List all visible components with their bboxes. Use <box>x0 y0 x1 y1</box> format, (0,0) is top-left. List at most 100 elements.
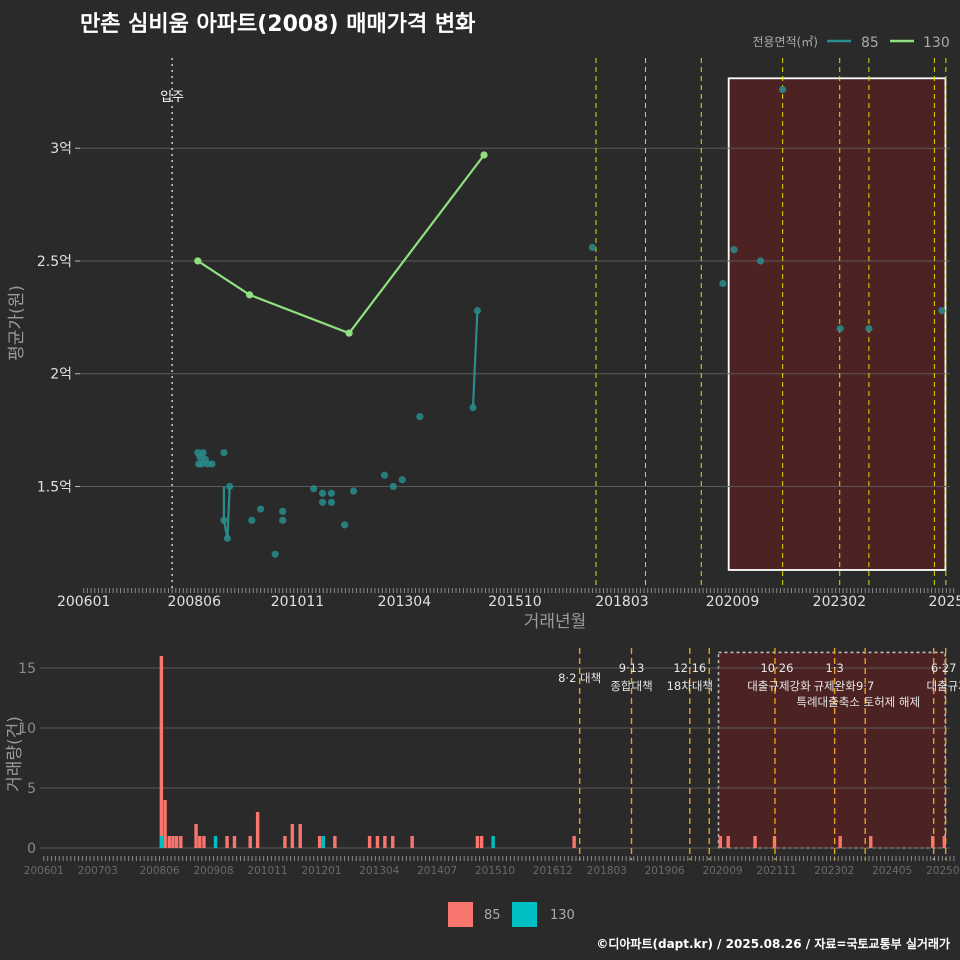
volume-bar-85 <box>202 836 206 848</box>
series-85-segment <box>226 486 231 539</box>
series-130-line <box>197 154 485 335</box>
legend-title: 전용면적(㎡) <box>752 35 818 49</box>
volume-bar-85 <box>572 836 576 848</box>
series-85-point <box>416 412 424 421</box>
volume-x-tick-label: 202405 <box>872 865 912 877</box>
price-x-tick-label: 201304 <box>378 594 432 610</box>
price-x-axis-title: 거래년월 <box>524 612 587 632</box>
policy-label: 10·26 <box>760 661 793 675</box>
volume-bar-85 <box>479 836 484 848</box>
volume-bar-85 <box>232 836 237 848</box>
volume-x-tick-label: 202009 <box>702 865 742 877</box>
series-85-point <box>938 306 946 315</box>
volume-x-tick-label: 200601 <box>24 865 64 877</box>
policy-label: 6·27 <box>931 661 957 675</box>
volume-bar-85 <box>255 812 260 848</box>
volume-bar-85 <box>198 836 202 848</box>
volume-bar-85 <box>391 836 395 848</box>
volume-bar-85 <box>194 824 198 848</box>
volume-bar-85 <box>174 836 179 848</box>
volume-bar-85 <box>225 836 229 848</box>
volume-bar-85 <box>869 836 873 848</box>
series-85-segment <box>471 310 479 408</box>
series-85-point <box>327 498 336 506</box>
series-85-point <box>756 257 765 265</box>
series-85-point <box>349 487 358 495</box>
series-85-point <box>279 507 287 515</box>
series-85-point <box>318 489 327 497</box>
series-85-point <box>389 482 397 491</box>
legend-85-label: 85 <box>861 35 879 51</box>
volume-bar-85 <box>167 836 171 848</box>
volume-bar-85 <box>726 836 730 848</box>
series-85-point <box>473 306 481 315</box>
series-130-point <box>480 151 488 159</box>
volume-bar-85 <box>838 836 842 848</box>
series-85-point <box>318 498 327 506</box>
volume-y-tick-label: 0 <box>27 841 36 857</box>
volume-bar-85 <box>383 836 387 848</box>
volume-x-tick-label: 200908 <box>193 865 233 877</box>
policy-label: 9·13 <box>619 661 645 675</box>
series-85-point <box>223 534 232 542</box>
series-85-point <box>271 550 279 558</box>
volume-bar-85 <box>179 836 183 848</box>
volume-x-tick-label: 201906 <box>645 865 685 877</box>
volume-x-tick-label: 201011 <box>247 865 287 877</box>
volume-bar-130 <box>159 836 164 848</box>
volume-bar-130 <box>321 836 326 848</box>
series-85-point <box>380 471 389 479</box>
volume-y-tick-label: 15 <box>18 661 36 677</box>
volume-y-tick-label: 10 <box>18 721 36 737</box>
series-130-point <box>345 329 353 337</box>
price-x-tick-label: 2025 <box>929 594 960 610</box>
volume-bar-85 <box>367 836 372 848</box>
price-x-tick-label: 201510 <box>488 594 541 610</box>
volume-bar-85 <box>942 836 947 848</box>
price-y-tick-label: 1.5억 <box>37 480 72 496</box>
volume-y-axis-title: 거래량(건) <box>5 716 25 792</box>
volume-x-tick-label: 202507 <box>926 865 960 877</box>
price-x-tick-label: 201803 <box>595 594 648 610</box>
volume-bar-85 <box>333 836 337 848</box>
series-85-point <box>588 243 597 252</box>
price-y-tick-label: 2억 <box>50 367 72 383</box>
volume-bar-85 <box>298 824 302 848</box>
price-x-tick-label: 200601 <box>57 594 110 610</box>
policy-label: 대출규제 <box>927 679 960 693</box>
volume-bar-85 <box>931 836 935 848</box>
volume-x-tick-label: 200703 <box>78 865 118 877</box>
volume-x-tick-label: 200806 <box>139 865 179 877</box>
series-85-point <box>220 516 228 524</box>
bottom-legend-85-swatch <box>448 902 473 927</box>
series-85-point <box>779 85 787 94</box>
series-85-point <box>719 279 727 288</box>
volume-bar-85 <box>163 800 167 848</box>
volume-x-tick-label: 201612 <box>533 865 573 877</box>
policy-label: 1·3 <box>825 661 843 675</box>
volume-bar-85 <box>283 836 287 848</box>
volume-bar-85 <box>718 836 723 848</box>
volume-bar-85 <box>375 836 380 848</box>
volume-bar-130 <box>213 836 218 848</box>
policy-label: 9·7 <box>856 679 874 693</box>
policy-label: 종합대책 <box>610 679 652 693</box>
series-85-point <box>836 325 844 333</box>
volume-x-tick-label: 202111 <box>756 865 796 877</box>
price-x-tick-label: 201011 <box>271 594 324 610</box>
price-highlight-region <box>727 77 947 571</box>
series-85-point <box>199 449 207 457</box>
series-85-point <box>327 489 336 497</box>
volume-x-tick-label: 201201 <box>301 865 341 877</box>
volume-bar-85 <box>753 836 757 848</box>
volume-bar-85 <box>317 836 322 848</box>
series-130-point <box>194 257 202 265</box>
volume-x-tick-label: 201510 <box>475 865 515 877</box>
volume-bar-85 <box>475 836 480 848</box>
policy-label: 대출규제강화 <box>747 679 811 693</box>
volume-x-tick-label: 202302 <box>814 865 854 877</box>
price-y-tick-label: 3억 <box>50 141 72 157</box>
bottom-legend-130-label: 130 <box>550 908 575 923</box>
volume-x-tick-label: 201304 <box>359 865 399 877</box>
volume-bar-130 <box>491 836 495 848</box>
